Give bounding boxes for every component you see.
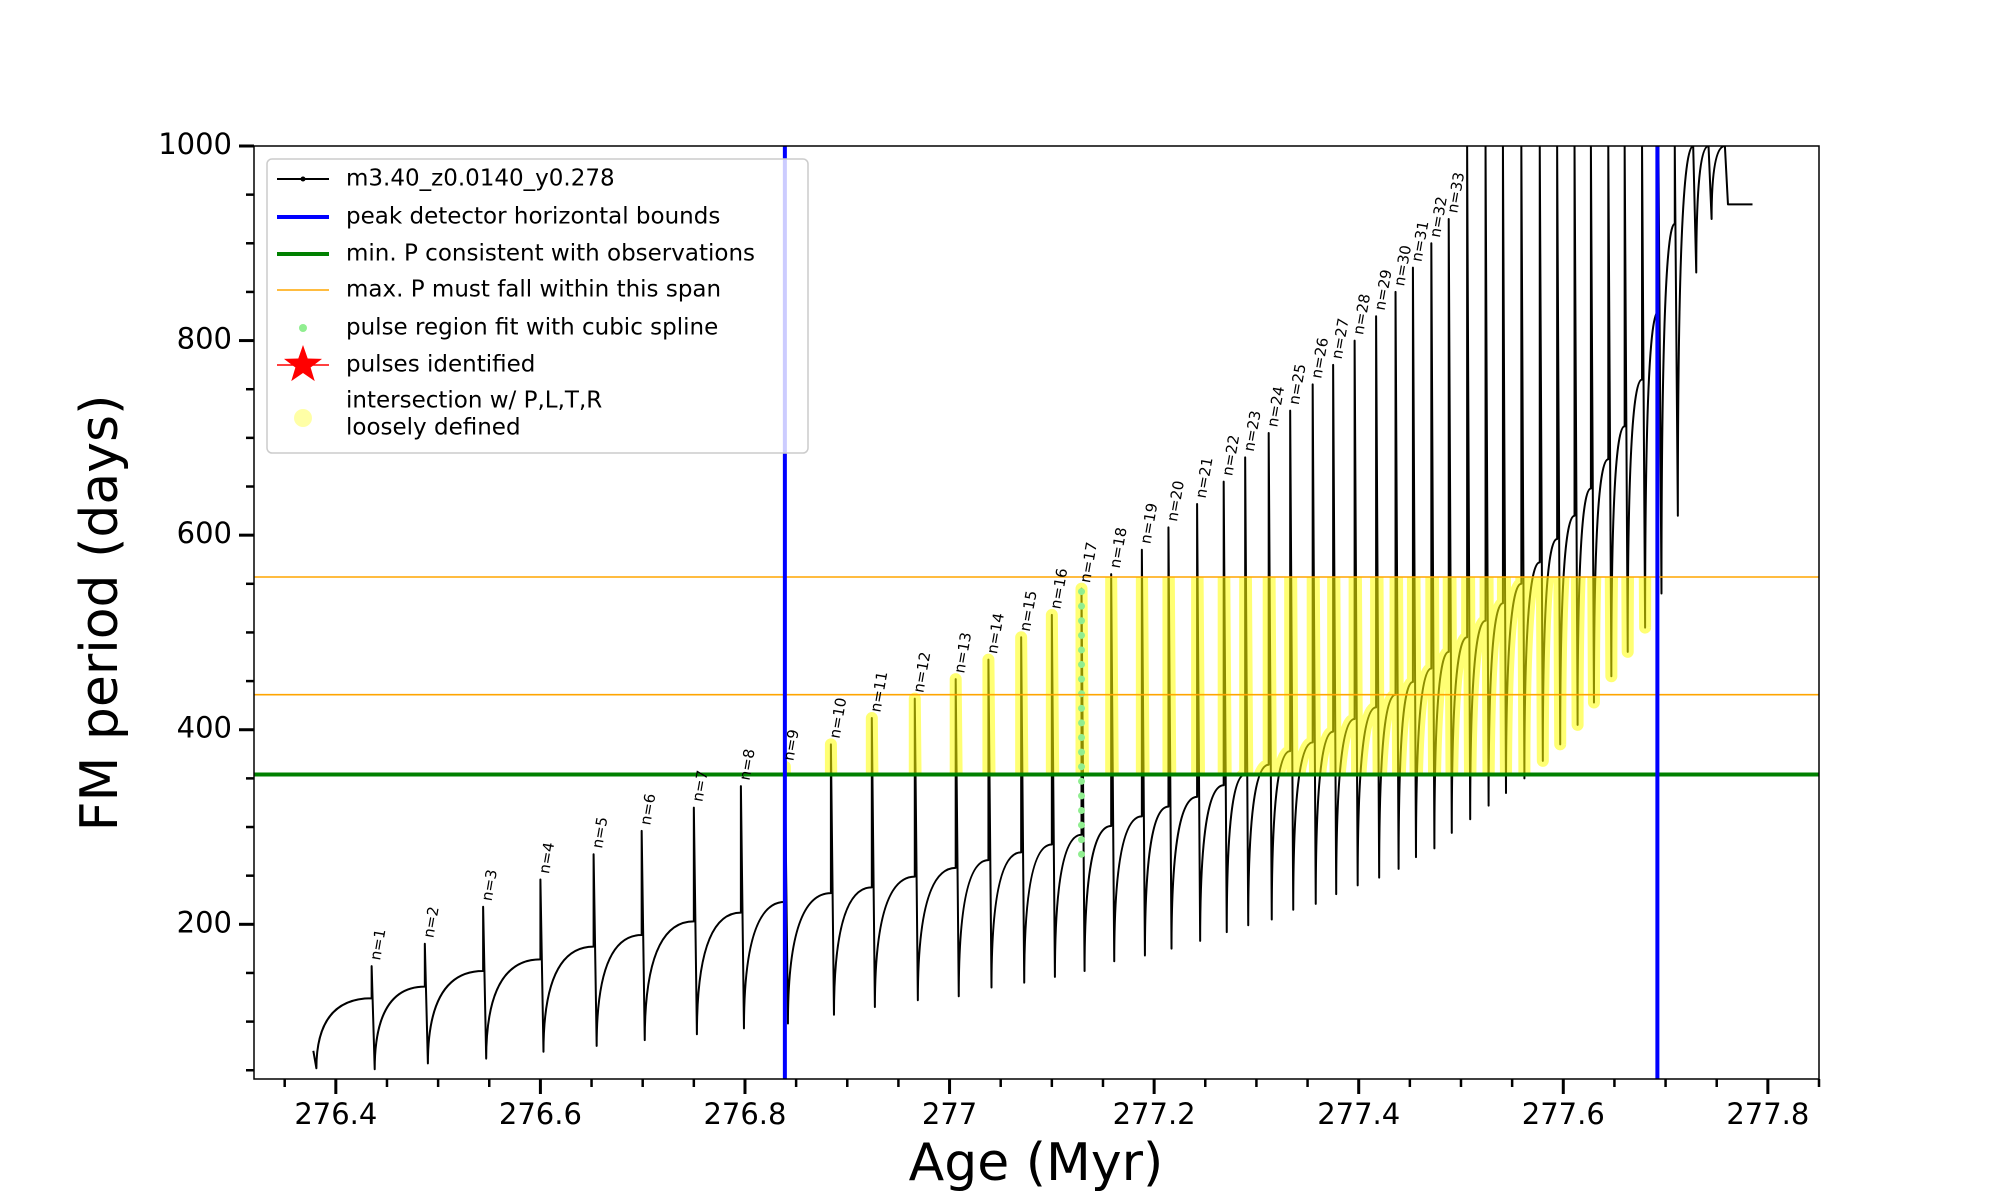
pulse-label: n=2 (419, 905, 442, 939)
y-tick-label: 1000 (158, 127, 232, 161)
spline-point (1078, 588, 1086, 596)
legend-label: m3.40_z0.0140_y0.278 (346, 166, 615, 192)
legend-marker (283, 345, 323, 382)
spline-point (1078, 646, 1086, 654)
spline-point (1078, 821, 1086, 829)
x-axis-label: Age (Myr) (909, 1133, 1164, 1193)
spline-point (1078, 734, 1086, 742)
x-tick-label: 276.4 (294, 1097, 377, 1131)
legend-marker (300, 176, 306, 182)
pulse-label: n=9 (780, 728, 803, 762)
pulse-label: n=8 (736, 747, 759, 781)
y-tick-label: 400 (177, 711, 232, 745)
x-tick-label: 277 (922, 1097, 977, 1131)
spline-point (1078, 748, 1086, 756)
legend-box (266, 158, 809, 454)
pulse-label: n=7 (688, 769, 711, 803)
legend-marker (294, 409, 312, 427)
x-tick-label: 277.2 (1113, 1097, 1196, 1131)
pulse-label: n=3 (478, 868, 501, 902)
pulse-label: n=4 (535, 841, 558, 875)
x-tick-label: 277.4 (1317, 1097, 1400, 1131)
legend-label: peak detector horizontal bounds (346, 204, 720, 230)
spline-point (1078, 850, 1086, 858)
y-axis-label: FM period (days) (70, 395, 130, 832)
legend-label: pulse region fit with cubic spline (346, 315, 718, 341)
spline-point (1078, 690, 1086, 698)
x-tick-label: 277.8 (1726, 1097, 1809, 1131)
spline-point (1078, 675, 1086, 683)
spline-point (1078, 617, 1086, 625)
x-tick-label: 276.8 (703, 1097, 786, 1131)
pulse-label: n=1 (366, 927, 389, 961)
spline-point (1078, 704, 1086, 712)
legend-marker (299, 324, 307, 332)
spline-point (1078, 836, 1086, 844)
y-tick-label: 600 (177, 516, 232, 550)
legend-label: max. P must fall within this span (346, 277, 721, 303)
spline-point (1078, 602, 1086, 610)
x-tick-label: 277.6 (1522, 1097, 1605, 1131)
pulse-label: n=5 (588, 815, 611, 849)
y-tick-label: 800 (177, 322, 232, 356)
spline-point (1078, 661, 1086, 669)
legend-label: pulses identified (346, 352, 535, 378)
spline-point (1078, 806, 1086, 814)
legend-label: intersection w/ P,L,T,R (346, 388, 602, 414)
intersection-highlight (784, 576, 1658, 775)
spline-point (1078, 777, 1086, 785)
spline-point (1078, 792, 1086, 800)
plot-frame (253, 145, 1820, 1080)
legend-label: loosely defined (346, 415, 521, 441)
pulse-label: n=6 (636, 792, 659, 826)
spline-point (1078, 763, 1086, 771)
spline-point (1078, 631, 1086, 639)
spline-point (1078, 719, 1086, 727)
legend-label: min. P consistent with observations (346, 241, 755, 267)
x-tick-label: 276.6 (499, 1097, 582, 1131)
y-tick-label: 200 (177, 905, 232, 939)
